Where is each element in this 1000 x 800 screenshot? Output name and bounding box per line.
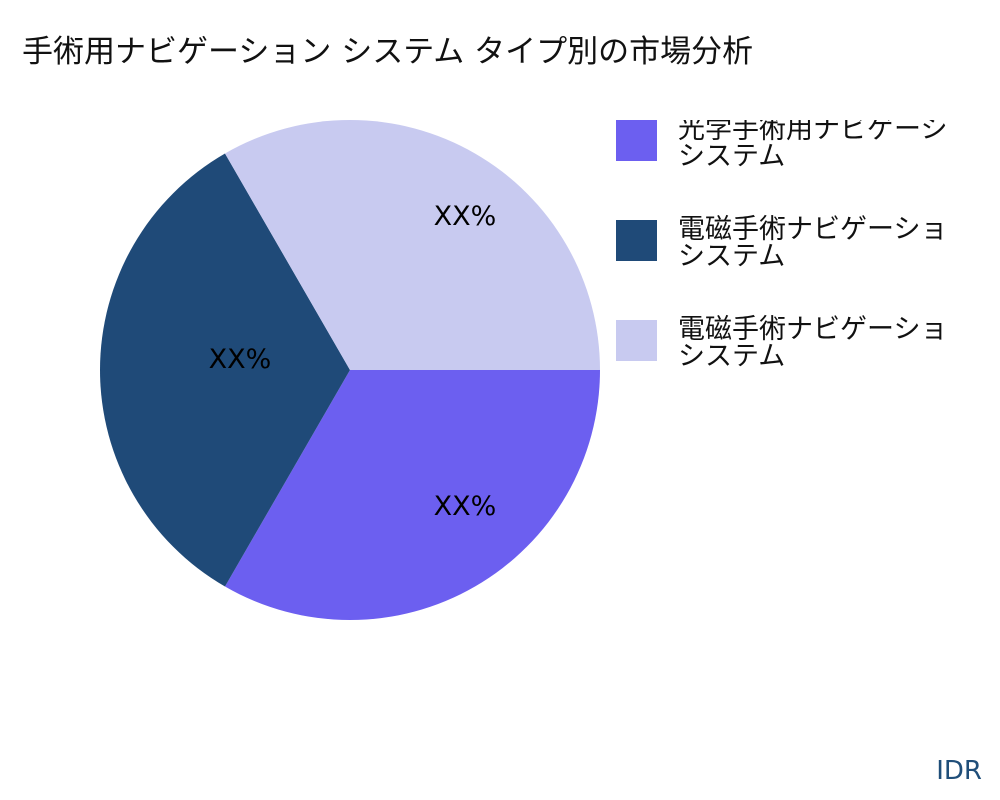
brand-logo: IDR: [936, 756, 982, 786]
legend: 光学手術用ナビゲーシ システム 電磁手術ナビゲーショ システム 電磁手術ナビゲーショ…: [616, 120, 1000, 420]
legend-item: 電磁手術ナビゲーショ システム: [616, 216, 1000, 320]
chart-title: 手術用ナビゲーション システム タイプ別の市場分析: [22, 34, 754, 70]
legend-label: 電磁手術ナビゲーショ システム: [678, 314, 948, 372]
pie-data-label: XX%: [209, 344, 272, 375]
legend-label: 電磁手術ナビゲーショ システム: [678, 214, 948, 272]
legend-swatch: [616, 220, 657, 261]
legend-item: 電磁手術ナビゲーショ システム: [616, 316, 1000, 420]
legend-swatch: [616, 120, 657, 161]
pie-slice: [225, 119, 600, 370]
pie-data-label: XX%: [434, 491, 497, 522]
legend-swatch: [616, 320, 657, 361]
legend-item: 光学手術用ナビゲーシ システム: [616, 120, 1000, 220]
pie-slice: [225, 370, 600, 620]
pie-data-label: XX%: [434, 201, 497, 232]
legend-label: 光学手術用ナビゲーシ システム: [678, 120, 948, 172]
